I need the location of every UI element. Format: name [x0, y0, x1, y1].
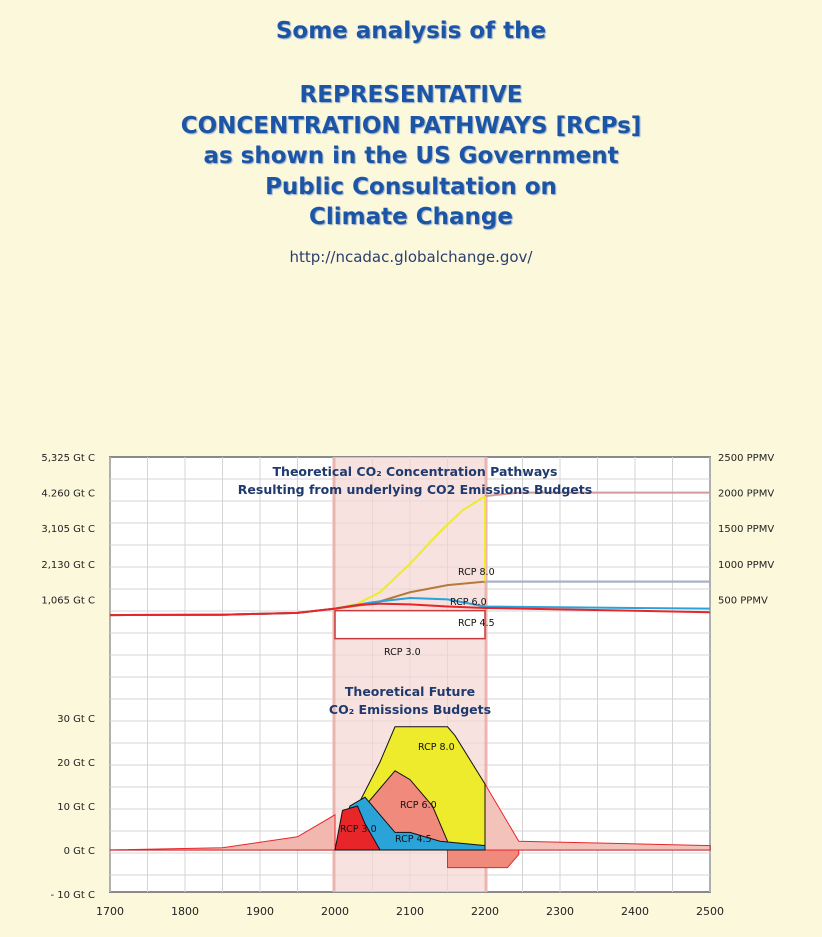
source-url: http://ncadac.globalchange.gov/ — [289, 248, 533, 266]
y-bottom-tick-label: 10 Gt C — [57, 802, 95, 813]
title-line-4: as shown in the US Government — [203, 143, 619, 169]
concentration-lines — [109, 491, 711, 640]
emissions-areas — [109, 726, 711, 869]
label-rcp-4-5: RCP 4.5 — [458, 618, 495, 629]
area-rcp-3-0 — [334, 805, 381, 851]
label-rcp-8: RCP 8.0 — [458, 567, 495, 578]
rcp-3-box — [334, 609, 486, 640]
title-line-5: Public Consultation on — [265, 173, 557, 200]
x-tick-label: 1900 — [246, 905, 274, 918]
bottom-chart-title: Theoretical Future — [345, 684, 475, 699]
bottom-chart-subtitle: CO₂ Emissions Budgets — [329, 702, 491, 717]
x-tick-label: 2500 — [696, 905, 724, 918]
x-tick-label: 1700 — [96, 905, 124, 918]
y-right-tick-label: 1000 PPMV — [718, 560, 774, 571]
y-bottom-tick-label: 30 Gt C — [57, 714, 95, 725]
x-tick-label: 2300 — [546, 905, 574, 918]
label-rcp-6: RCP 6.0 — [450, 597, 487, 608]
label-rcp-3: RCP 3.0 — [384, 647, 421, 658]
y-left-tick-label: 1,065 Gt C — [41, 595, 95, 606]
negative-emissions — [447, 849, 520, 869]
title-line-1: Some analysis of the — [275, 18, 547, 44]
line-rcp-8-plateau — [484, 491, 710, 498]
y-left-tick-label: 5,325 Gt C — [41, 453, 95, 464]
title-line-2: REPRESENTATIVE — [299, 82, 523, 108]
area-label-rcp-3: RCP 3.0 — [340, 824, 377, 835]
y-left-tick-label: 2,130 Gt C — [41, 560, 95, 571]
top-chart-subtitle: Resulting from underlying CO2 Emissions … — [238, 482, 592, 497]
y-left-tick-label: 4.260 Gt C — [41, 489, 95, 500]
x-tick-label: 2400 — [621, 905, 649, 918]
area-label-rcp-6: RCP 6.0 — [400, 800, 437, 811]
area-label-rcp-4-5: RCP 4.5 — [395, 834, 432, 845]
y-bottom-tick-label: 0 Gt C — [64, 846, 95, 857]
area-label-rcp-8: RCP 8.0 — [418, 742, 455, 753]
y-right-tick-label: 2000 PPMV — [718, 489, 774, 500]
title-line-6: Climate Change — [309, 204, 513, 230]
y-right-tick-label: 2500 PPMV — [718, 453, 774, 464]
y-right-tick-label: 500 PPMV — [718, 595, 768, 606]
x-tick-label: 2000 — [321, 905, 349, 918]
historical-emissions — [109, 813, 336, 851]
line-rcp-3-0 — [109, 602, 711, 617]
y-right-tick-label: 1500 PPMV — [718, 524, 774, 535]
title-line-3: CONCENTRATION PATHWAYS [RCPs] — [180, 112, 642, 139]
top-chart-title: Theoretical CO₂ Concentration Pathways — [273, 464, 558, 479]
rcp-chart: 1700 1800 1900 2000 2100 2200 2300 2400 2500 5,32… — [41, 453, 774, 918]
chart-labels: 1700 1800 1900 2000 2100 2200 2300 2400 2500 5,32… — [41, 453, 774, 918]
y-bottom-tick-label: 20 Gt C — [57, 758, 95, 769]
x-tick-label: 2100 — [396, 905, 424, 918]
x-tick-label: 1800 — [171, 905, 199, 918]
y-left-tick-label: 3,105 Gt C — [41, 524, 95, 535]
x-tick-label: 2200 — [471, 905, 499, 918]
y-bottom-tick-label: - 10 Gt C — [50, 890, 95, 901]
title-main: REPRESENTATIVE CONCENTRATION PATHWAYS [R… — [0, 80, 822, 233]
